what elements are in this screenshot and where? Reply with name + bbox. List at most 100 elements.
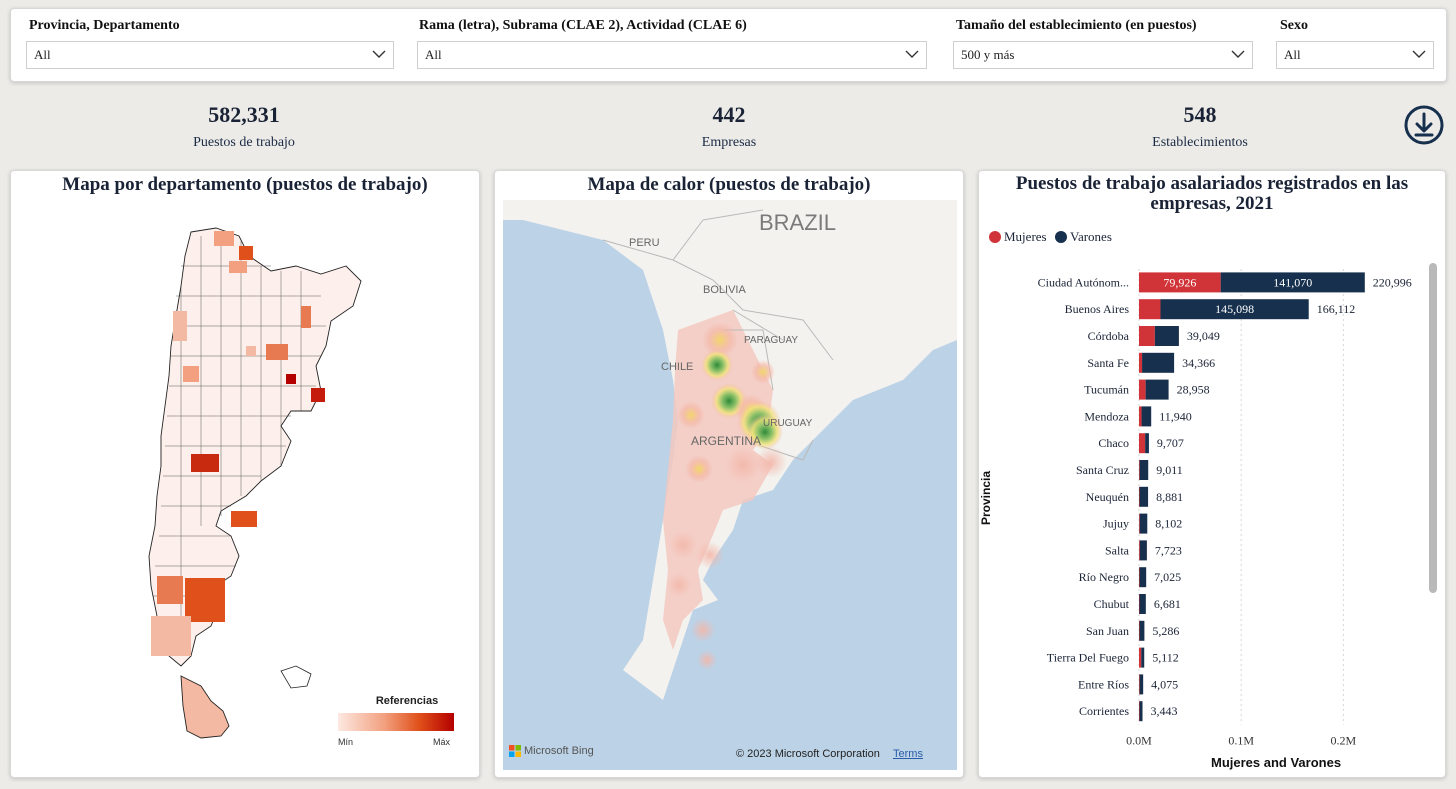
bar-varones[interactable] — [1220, 272, 1365, 293]
data-label-total: 7,025 — [1154, 570, 1181, 584]
bar-varones[interactable] — [1139, 486, 1149, 507]
map-label-uruguay: URUGUAY — [763, 418, 813, 429]
category-label: Chubut — [1094, 597, 1130, 611]
heat-map-frame[interactable]: BRAZIL PERU BOLIVIA PARAGUAY CHILE URUGU… — [503, 200, 957, 770]
data-label-total: 4,075 — [1151, 677, 1178, 691]
kpi-empresas: 442 Empresas — [619, 100, 839, 151]
legend-varones[interactable]: Varones — [1055, 229, 1112, 245]
sexo-select[interactable]: All — [1276, 41, 1434, 69]
bar-varones[interactable] — [1139, 567, 1147, 588]
heat-map-title: Mapa de calor (puestos de trabajo) — [587, 174, 871, 195]
bar-varones[interactable] — [1139, 460, 1149, 480]
category-label: Buenos Aires — [1065, 302, 1130, 316]
bar-varones[interactable] — [1142, 352, 1175, 373]
bar-mujeres[interactable] — [1139, 460, 1140, 480]
data-label-total: 9,707 — [1157, 436, 1184, 450]
bar-varones[interactable] — [1141, 647, 1145, 668]
bar-mujeres[interactable] — [1139, 620, 1140, 641]
data-label-total: 220,996 — [1373, 275, 1412, 289]
data-label-total: 5,112 — [1152, 651, 1179, 665]
bar-varones[interactable] — [1154, 326, 1179, 346]
map-legend-max: Máx — [433, 737, 451, 747]
bar-mujeres[interactable] — [1139, 594, 1140, 614]
bar-varones[interactable] — [1145, 379, 1169, 400]
download-circle-icon[interactable] — [1403, 104, 1445, 146]
bar-varones[interactable] — [1145, 433, 1149, 454]
bar-varones[interactable] — [1139, 513, 1148, 534]
data-label-total: 5,286 — [1152, 624, 1179, 638]
bar-mujeres[interactable] — [1139, 406, 1142, 427]
bar-mujeres[interactable] — [1139, 701, 1140, 722]
category-label: Mendoza — [1084, 409, 1129, 423]
data-label-total: 166,112 — [1317, 302, 1356, 316]
data-label-varones: 141,070 — [1273, 275, 1312, 289]
bar-mujeres[interactable] — [1139, 326, 1155, 346]
tamano-select-value: 500 y más — [961, 47, 1015, 62]
map-label-bolivia: BOLIVIA — [703, 284, 746, 296]
bar-varones[interactable] — [1139, 620, 1145, 641]
data-label-total: 39,049 — [1187, 329, 1220, 343]
rama-select[interactable]: All — [417, 41, 927, 69]
bar-varones[interactable] — [1160, 299, 1309, 320]
map-terms-link[interactable]: Terms — [893, 748, 923, 760]
data-label-total: 28,958 — [1177, 383, 1210, 397]
map-legend-min: Mín — [338, 737, 354, 747]
bar-varones[interactable] — [1139, 701, 1143, 722]
filter-label-provincia: Provincia, Departamento — [29, 18, 180, 33]
bar-mujeres[interactable] — [1139, 433, 1146, 454]
chevron-down-icon — [1412, 50, 1426, 58]
map-dept-panel: Mapa por departamento (puestos de trabaj… — [10, 170, 480, 778]
bar-mujeres[interactable] — [1139, 674, 1140, 695]
map-label-peru: PERU — [629, 237, 660, 249]
x-tick-label: 0.0M — [1126, 734, 1152, 748]
data-label-total: 3,443 — [1151, 704, 1178, 718]
bar-mujeres[interactable] — [1139, 647, 1142, 668]
bar-mujeres[interactable] — [1139, 513, 1140, 534]
kpi-establecimientos: 548 Establecimientos — [1090, 100, 1310, 151]
bar-mujeres[interactable] — [1139, 272, 1221, 293]
filter-label-sexo: Sexo — [1280, 18, 1308, 33]
bar-mujeres[interactable] — [1139, 567, 1140, 588]
filter-label-rama: Rama (letra), Subrama (CLAE 2), Activida… — [419, 18, 747, 33]
data-label-total: 8,881 — [1156, 490, 1183, 504]
bar-mujeres[interactable] — [1139, 352, 1143, 373]
map-label-chile: CHILE — [661, 361, 693, 373]
data-label-total: 7,723 — [1155, 543, 1182, 557]
rama-select-value: All — [425, 47, 442, 62]
bar-mujeres[interactable] — [1139, 486, 1140, 507]
map-label-argentina: ARGENTINA — [691, 434, 761, 448]
bing-credit-text: Microsoft Bing — [524, 745, 594, 757]
category-label: Ciudad Autónom... — [1038, 275, 1129, 289]
data-label-total: 8,102 — [1155, 517, 1182, 531]
map-label-brazil: BRAZIL — [759, 210, 836, 235]
bar-varones[interactable] — [1141, 406, 1152, 427]
provincia-select[interactable]: All — [26, 41, 394, 69]
legend-mujeres[interactable]: Mujeres — [989, 229, 1047, 245]
map-copyright: © 2023 Microsoft Corporation — [736, 748, 880, 760]
chart-panel: Puestos de trabajo asalariados registrad… — [978, 170, 1446, 778]
data-label-varones: 145,098 — [1215, 302, 1254, 316]
bar-varones[interactable] — [1139, 674, 1144, 695]
bar-mujeres[interactable] — [1139, 379, 1146, 400]
bar-mujeres[interactable] — [1139, 540, 1140, 561]
chart-x-axis-label: Mujeres and Varones — [1211, 755, 1342, 770]
category-label: Santa Cruz — [1076, 463, 1129, 477]
argentina-choropleth-map[interactable] — [121, 226, 381, 746]
filter-bar: Provincia, Departamento All Rama (letra)… — [10, 8, 1447, 82]
filter-label-tamano: Tamaño del establecimiento (en puestos) — [956, 18, 1197, 33]
chart-title: Puestos de trabajo asalariados registrad… — [1015, 173, 1409, 214]
category-label: Córdoba — [1088, 329, 1130, 343]
category-label: San Juan — [1086, 624, 1129, 638]
tamano-select[interactable]: 500 y más — [953, 41, 1253, 69]
bar-mujeres[interactable] — [1139, 299, 1161, 320]
bar-varones[interactable] — [1139, 540, 1147, 561]
category-label: Corrientes — [1079, 704, 1129, 718]
chart-scrollbar[interactable] — [1429, 263, 1437, 593]
bar-varones[interactable] — [1139, 594, 1146, 614]
category-label: Neuquén — [1086, 490, 1129, 504]
legend-mujeres-label: Mujeres — [1004, 229, 1047, 244]
legend-varones-label: Varones — [1070, 229, 1112, 244]
map-legend-gradient — [338, 713, 454, 731]
filter-provincia: Provincia, Departamento — [21, 15, 180, 37]
filter-rama: Rama (letra), Subrama (CLAE 2), Activida… — [411, 15, 747, 37]
